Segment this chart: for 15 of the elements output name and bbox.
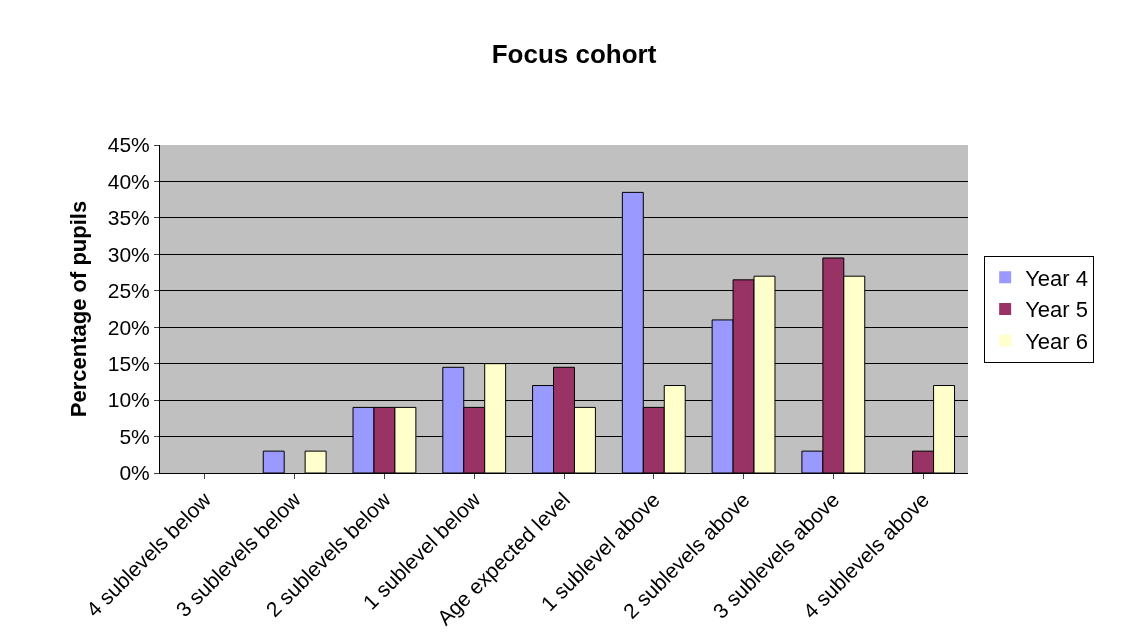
y-tick-label: 10% (107, 388, 150, 412)
legend-label: Year 6 (1025, 329, 1088, 355)
y-tick-label: 0% (119, 461, 150, 485)
y-axis-title: Percentage of pupils (65, 200, 91, 418)
legend-label: Year 4 (1025, 265, 1088, 291)
y-tick-label: 40% (107, 169, 150, 193)
y-tick-label: 45% (107, 133, 150, 157)
legend-label: Year 5 (1025, 297, 1088, 323)
y-tick-label: 35% (107, 206, 150, 230)
y-tick-label: 25% (107, 279, 150, 303)
y-tick-label: 5% (119, 424, 150, 448)
chart-title: Focus cohort (491, 38, 657, 69)
y-tick-label: 15% (107, 352, 150, 376)
y-tick-label: 20% (107, 315, 150, 339)
y-tick-label: 30% (107, 242, 150, 266)
